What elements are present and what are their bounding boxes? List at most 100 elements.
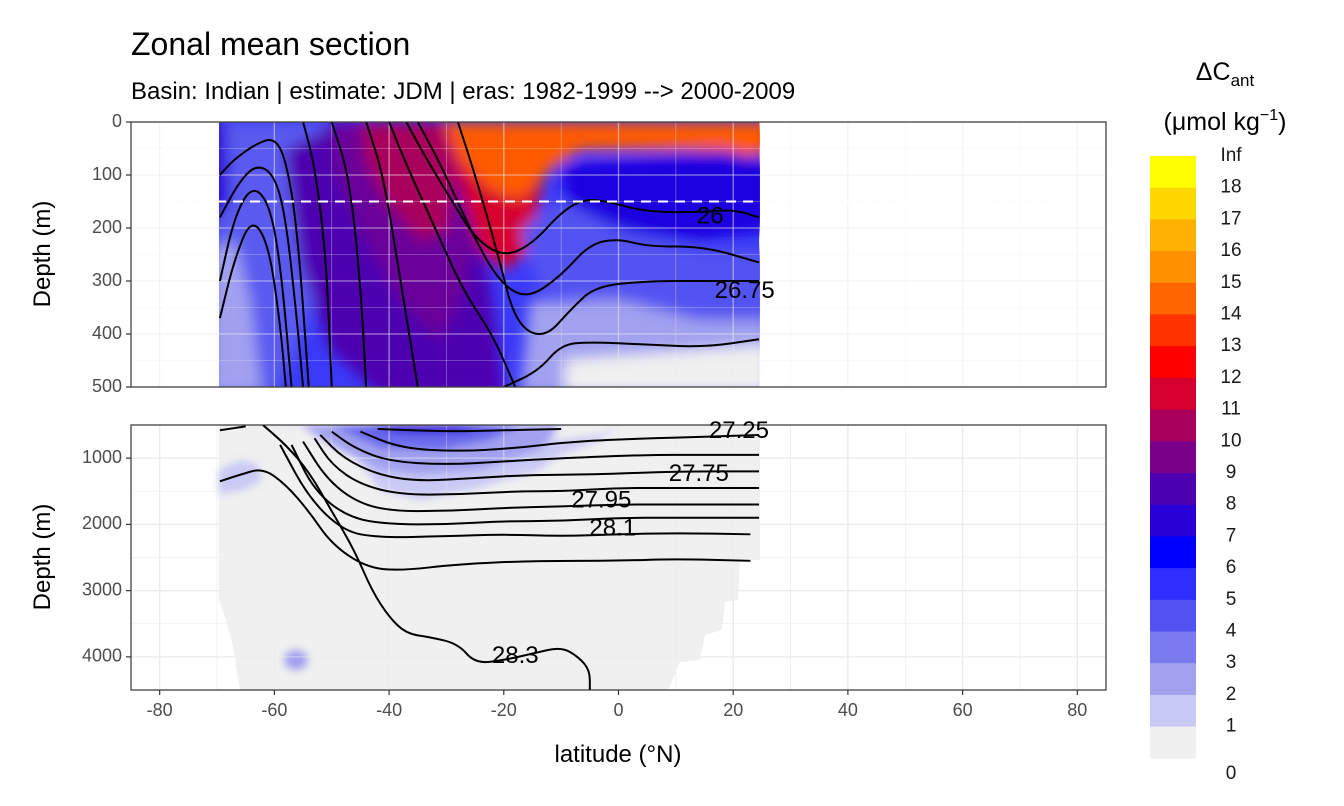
isopycnal-line bbox=[331, 430, 760, 465]
legend-break-label: Inf bbox=[1220, 145, 1242, 166]
isopycnal-label: 27.25 bbox=[709, 417, 769, 444]
legend-break-label: 18 bbox=[1220, 177, 1241, 198]
legend-break-label: 11 bbox=[1221, 399, 1241, 420]
legend-break-label: 3 bbox=[1226, 652, 1237, 673]
lower-panel-gridlines-overlay bbox=[131, 425, 1106, 690]
legend-units-prefix: (μmol kg bbox=[1164, 108, 1260, 136]
isopycnal-label: 27.95 bbox=[571, 487, 631, 514]
legend-swatch bbox=[1150, 694, 1196, 728]
legend-colorbar bbox=[1150, 156, 1196, 759]
legend-break-label: 13 bbox=[1220, 335, 1241, 356]
isopycnal-label: 26.75 bbox=[715, 277, 775, 304]
x-tick-label: -80 bbox=[147, 700, 173, 720]
legend-swatch bbox=[1150, 599, 1196, 632]
isopycnal-line bbox=[219, 166, 305, 387]
isopycnal-line bbox=[388, 122, 517, 387]
legend-break-label: 10 bbox=[1220, 430, 1241, 451]
legend-title: ΔCant bbox=[1196, 58, 1255, 90]
isopycnal-line bbox=[218, 189, 293, 387]
legend-swatch bbox=[1150, 726, 1196, 759]
legend-swatch bbox=[1150, 251, 1196, 284]
legend-swatch bbox=[1150, 568, 1196, 601]
isopycnal-line bbox=[218, 224, 287, 387]
legend-title-sub: ant bbox=[1231, 71, 1255, 90]
isopycnal-line bbox=[279, 444, 751, 539]
y-axis-title-upper: Depth (m) bbox=[29, 201, 56, 308]
isopycnal-line bbox=[302, 122, 333, 387]
legend-break-label: 17 bbox=[1220, 208, 1241, 229]
legend-swatch bbox=[1150, 282, 1196, 315]
upper-panel-border bbox=[130, 121, 1107, 388]
y-tick-label: 400 bbox=[92, 323, 122, 343]
isopycnal-line bbox=[219, 469, 751, 571]
isopycnal-line bbox=[219, 425, 246, 432]
x-tick-label: 40 bbox=[838, 700, 858, 720]
isopycnal-line bbox=[319, 434, 760, 482]
x-tick-label: 80 bbox=[1067, 700, 1087, 720]
chart-title: Zonal mean section bbox=[131, 26, 410, 62]
legend-swatch bbox=[1150, 631, 1196, 664]
x-axis-title: latitude (°N) bbox=[555, 741, 682, 768]
x-tick-label: 60 bbox=[953, 700, 973, 720]
legend-swatch bbox=[1150, 156, 1196, 189]
legend-swatch bbox=[1150, 314, 1196, 347]
x-tick-label: 0 bbox=[613, 700, 623, 720]
legend-break-label: 15 bbox=[1220, 272, 1241, 293]
legend-break-label: 1 bbox=[1226, 716, 1237, 737]
legend-break-label: 4 bbox=[1226, 621, 1237, 642]
isopycnal-line bbox=[290, 444, 760, 526]
legend-swatch bbox=[1150, 663, 1196, 696]
y-tick-label: 3000 bbox=[82, 579, 122, 599]
legend: ΔCant (μmol kg−1) Inf1817161514131211109… bbox=[1150, 58, 1286, 784]
y-tick-label: 300 bbox=[92, 270, 122, 290]
isopycnal-label: 27.75 bbox=[669, 460, 729, 487]
x-tick-label: -40 bbox=[376, 700, 402, 720]
isopycnal-line bbox=[365, 122, 419, 387]
legend-break-label: 16 bbox=[1220, 240, 1241, 261]
legend-swatch bbox=[1150, 473, 1196, 506]
legend-swatch bbox=[1150, 441, 1196, 474]
y-tick-label: 4000 bbox=[82, 646, 122, 666]
y-tick-label: 500 bbox=[92, 376, 122, 396]
legend-swatch bbox=[1150, 346, 1196, 379]
legend-break-label: 8 bbox=[1226, 494, 1237, 515]
lower-y-axis: 1000 2000 3000 4000 bbox=[82, 447, 131, 666]
legend-swatch bbox=[1150, 219, 1196, 252]
y-tick-label: 2000 bbox=[82, 513, 122, 533]
upper-isopycnals bbox=[218, 122, 760, 387]
legend-units: (μmol kg−1) bbox=[1164, 107, 1287, 136]
isopycnal-line bbox=[416, 122, 760, 296]
upper-panel: 0 100 200 300 400 500 bbox=[92, 111, 1107, 396]
lower-isopycnals bbox=[219, 425, 760, 690]
upper-panel-field bbox=[131, 122, 1106, 387]
legend-break-label: 5 bbox=[1226, 589, 1237, 610]
x-tick-label: 20 bbox=[723, 700, 743, 720]
isopycnal-line bbox=[405, 122, 760, 255]
legend-break-label: 14 bbox=[1220, 304, 1242, 325]
y-tick-label: 0 bbox=[112, 111, 122, 131]
legend-swatch bbox=[1150, 504, 1196, 537]
legend-swatch bbox=[1150, 536, 1196, 569]
y-axis-title-lower: Depth (m) bbox=[29, 504, 56, 611]
isopycnal-line bbox=[219, 139, 310, 387]
y-tick-label: 100 bbox=[92, 164, 122, 184]
y-tick-label: 1000 bbox=[82, 447, 122, 467]
legend-swatch bbox=[1150, 409, 1196, 442]
isopycnal-line bbox=[262, 425, 591, 690]
x-axis: -80 -60 -40 -20 0 20 40 60 80 bbox=[147, 690, 1087, 720]
isopycnal-label: 26 bbox=[697, 203, 724, 230]
lower-panel-field bbox=[131, 425, 1106, 690]
legend-units-suffix: ) bbox=[1278, 108, 1286, 136]
isopycnal-line bbox=[302, 441, 760, 513]
lower-panel: 1000 2000 3000 4000 bbox=[82, 424, 1107, 691]
isopycnal-line bbox=[456, 122, 760, 335]
isopycnal-line bbox=[377, 427, 562, 433]
legend-break-label: 6 bbox=[1226, 557, 1237, 578]
legend-units-sup: −1 bbox=[1260, 107, 1278, 124]
legend-swatch bbox=[1150, 377, 1196, 411]
legend-break-label: 9 bbox=[1226, 462, 1237, 483]
x-tick-label: -60 bbox=[261, 700, 287, 720]
